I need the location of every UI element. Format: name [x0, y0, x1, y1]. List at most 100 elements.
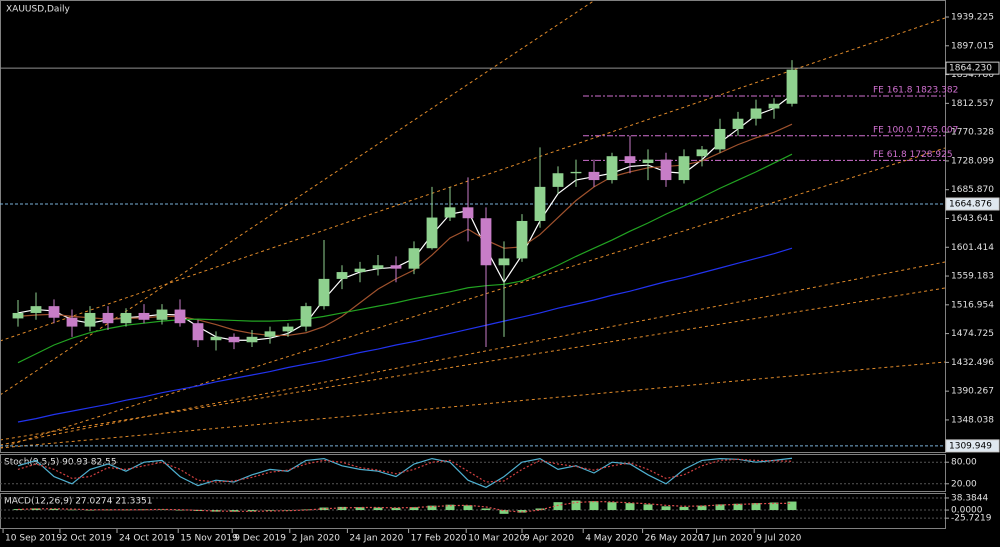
chart-title: XAUUSD,Daily — [6, 5, 70, 15]
y-tick-label: 1939.225 — [951, 13, 994, 23]
macd-bar — [337, 506, 347, 511]
macd-bar — [535, 508, 545, 511]
macd-bar — [67, 509, 77, 511]
candle-body — [12, 312, 24, 319]
candle-body — [786, 69, 798, 104]
y-tick-label: 1812.557 — [951, 99, 994, 109]
macd-bar — [553, 502, 563, 511]
price-label: 1664.876 — [949, 200, 992, 210]
candle-body — [678, 156, 690, 181]
macd-bar — [589, 501, 599, 511]
x-tick-label: 26 May 2020 — [645, 534, 704, 544]
y-tick-label: 1559.183 — [951, 272, 994, 282]
moving-average — [17, 247, 793, 423]
macd-bar — [463, 505, 473, 511]
x-tick-label: 2 Oct 2019 — [62, 534, 112, 544]
x-tick-label: 2 Jan 2020 — [292, 534, 340, 544]
macd-bar — [49, 508, 59, 511]
macd-bar — [517, 510, 527, 513]
stoch-line — [17, 457, 793, 489]
macd-bar — [661, 506, 671, 511]
candle-body — [606, 156, 618, 181]
trend-line — [0, 361, 946, 449]
price-label: 1309.949 — [949, 441, 992, 451]
candle-body — [426, 217, 438, 249]
y-tick-label: 38.3844 — [951, 493, 988, 503]
candle-body — [372, 265, 384, 269]
macd-bar — [211, 510, 221, 512]
channel-lines — [0, 0, 946, 449]
y-tick-label: 1897.015 — [951, 41, 994, 51]
candle-body — [516, 220, 528, 259]
macd-bar — [787, 501, 797, 511]
macd-bar — [265, 510, 275, 511]
macd-bar — [319, 507, 329, 511]
fib-label: FE 100.0 1765.007 — [873, 125, 958, 135]
candle-body — [588, 171, 600, 181]
candle-body — [624, 156, 636, 164]
y-tick-label: 0.0000 — [951, 506, 983, 516]
candle-body — [498, 258, 510, 266]
fib-label: FE 161.8 1823.382 — [873, 85, 958, 95]
candle-body — [264, 331, 276, 337]
candle-body — [48, 306, 60, 318]
candle-body — [660, 159, 672, 181]
candle-body — [750, 108, 762, 119]
candle-body — [696, 149, 708, 157]
x-tick-label: 24 Oct 2019 — [119, 534, 175, 544]
macd-bar — [139, 509, 149, 511]
candle-body — [156, 309, 168, 320]
trend-line — [0, 17, 946, 342]
candle-body — [570, 171, 582, 174]
candle-body — [246, 336, 258, 343]
candle-body — [210, 336, 222, 341]
macd-bar — [13, 509, 23, 511]
price-frame — [0, 0, 946, 453]
price-label: 1864.230 — [949, 64, 992, 74]
x-tick-label: 9 Jul 2020 — [756, 534, 801, 544]
x-tick-label: 10 Sep 2019 — [5, 534, 62, 544]
macd-bar — [769, 502, 779, 511]
macd-bar — [751, 503, 761, 511]
candle-body — [282, 326, 294, 332]
y-tick-label: 1601.414 — [951, 243, 994, 253]
price-label-box — [945, 61, 1000, 75]
candle-body — [102, 312, 114, 324]
macd-bar — [445, 504, 455, 511]
y-tick-label: 1685.870 — [951, 185, 994, 195]
frames — [0, 0, 946, 529]
candle-body — [390, 265, 402, 269]
macd-bar — [103, 509, 113, 511]
candle-body — [192, 323, 204, 341]
candle-body — [318, 278, 330, 307]
x-tick-label: 9 Dec 2019 — [234, 534, 286, 544]
macd-frame — [0, 493, 946, 529]
macd-bar — [679, 506, 689, 511]
x-tick-label: 17 Feb 2020 — [411, 534, 467, 544]
macd-bar — [373, 507, 383, 511]
macd-bar — [283, 510, 293, 511]
candle-body — [228, 336, 240, 343]
macd-bar — [697, 505, 707, 511]
trend-line — [0, 0, 596, 396]
price-label-box — [945, 197, 1000, 211]
macd-bar — [733, 503, 743, 511]
y-tick-label: -25.7219 — [951, 514, 992, 524]
macd-bar — [481, 508, 491, 511]
macd-bar — [715, 504, 725, 511]
macd-bar — [175, 510, 185, 511]
y-tick-label: 1770.328 — [951, 128, 994, 138]
candle-body — [714, 128, 726, 150]
candle-body — [642, 159, 654, 164]
y-tick-label: 20.00 — [951, 479, 977, 489]
y-tick-label: 1643.641 — [951, 214, 994, 224]
macd-bar — [499, 510, 509, 514]
candle-body — [120, 312, 132, 324]
macd-bar — [643, 504, 653, 511]
candle-body — [66, 317, 78, 327]
x-tick-label: 24 Jan 2020 — [349, 534, 403, 544]
candle-body — [354, 268, 366, 273]
candle-body — [336, 272, 348, 279]
